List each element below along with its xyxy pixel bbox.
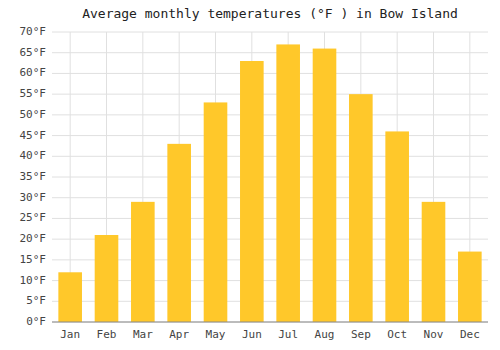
bar [95,235,119,322]
y-grid-line [52,135,488,136]
x-tick-label: Sep [351,328,371,341]
bar [131,202,155,322]
bar [58,272,82,322]
x-tick-label: Jul [278,328,298,341]
y-grid-line [52,156,488,157]
y-grid-line [52,52,488,53]
y-grid-line [52,322,488,323]
bar [458,252,482,322]
chart-container: Average monthly temperatures (°F ) in Bo… [0,0,500,350]
y-tick-label: 25°F [20,211,47,224]
x-tick-label: Dec [460,328,480,341]
x-tick-label: Feb [97,328,117,341]
y-grid-line [52,73,488,74]
bar [313,49,337,322]
y-tick-label: 5°F [26,294,46,307]
y-grid-line [52,177,488,178]
bar [240,61,264,322]
y-grid-line [52,197,488,198]
chart-title: Average monthly temperatures (°F ) in Bo… [82,6,458,21]
x-tick-label: Aug [315,328,335,341]
bar [276,44,300,322]
y-tick-label: 50°F [20,108,47,121]
y-grid-line [52,94,488,95]
x-tick-label: Jun [242,328,262,341]
y-tick-label: 55°F [20,87,47,100]
x-tick-label: Nov [424,328,444,341]
x-tick-label: Mar [133,328,153,341]
bar [349,94,373,322]
page: {"chart_data": {"type": "bar", "title": … [0,0,500,350]
y-tick-label: 0°F [26,315,46,328]
x-tick-label: May [206,328,226,341]
y-tick-label: 10°F [20,274,47,287]
bar [422,202,446,322]
x-tick-label: Apr [169,328,189,341]
x-tick-label: Jan [60,328,80,341]
y-tick-label: 60°F [20,66,47,79]
bar [204,102,228,322]
y-tick-label: 15°F [20,253,47,266]
y-tick-label: 30°F [20,191,47,204]
y-tick-label: 65°F [20,46,47,59]
bar [167,144,191,322]
y-tick-label: 45°F [20,129,47,142]
bar [385,131,409,322]
y-tick-label: 20°F [20,232,47,245]
y-tick-label: 70°F [20,25,47,38]
x-axis-line [52,322,488,323]
y-tick-label: 40°F [20,149,47,162]
chart-svg: Average monthly temperatures (°F ) in Bo… [0,0,500,350]
y-grid-line [52,114,488,115]
y-tick-label: 35°F [20,170,47,183]
bars [58,44,481,322]
x-tick-label: Oct [387,328,407,341]
grid [52,32,488,322]
y-grid-line [52,32,488,33]
